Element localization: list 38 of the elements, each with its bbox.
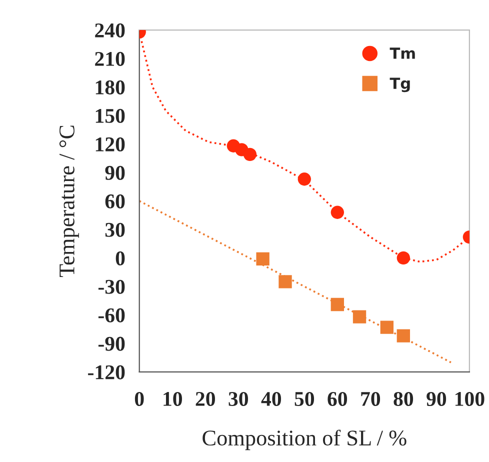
y-tick-label: 30	[105, 222, 125, 237]
point	[330, 206, 344, 219]
point	[243, 148, 257, 162]
x-axis-title: Composition of SL / %	[202, 430, 406, 450]
x-tick-label: 50	[294, 392, 314, 406]
legend-label: Tg	[390, 78, 410, 92]
point	[352, 310, 366, 324]
y-tick-label: -120	[88, 365, 125, 380]
x-tick-label: 80	[394, 392, 414, 406]
y-tick-label: -90	[98, 336, 125, 351]
point	[396, 329, 410, 342]
x-tick-label: 0	[134, 392, 144, 406]
point	[256, 252, 270, 266]
x-tick-label: 90	[426, 392, 446, 406]
y-tick-label: 210	[95, 52, 125, 66]
y-tick-label: -30	[98, 280, 125, 294]
y-tick-label: 0	[116, 251, 125, 266]
x-tick-label: 100	[455, 392, 484, 406]
point	[298, 172, 311, 186]
y-tick-label: 60	[105, 194, 125, 208]
y-tick-label: 150	[96, 108, 125, 123]
point	[380, 320, 394, 334]
y-tick-label: 240	[95, 23, 125, 38]
point	[330, 298, 344, 312]
y-tick-label: 180	[96, 80, 125, 94]
point	[278, 275, 292, 288]
x-tick-label: 70	[361, 392, 380, 406]
point	[396, 251, 410, 265]
x-tick-label: 60	[328, 392, 348, 406]
y-axis-title: Temperature / °C	[59, 126, 79, 278]
legend-label: Tm	[390, 48, 415, 59]
y-tick-label: 90	[105, 166, 125, 180]
x-tick-label: 30	[228, 392, 248, 406]
y-tick-label: 120	[96, 137, 125, 152]
x-tick-label: 20	[196, 392, 215, 406]
x-tick-label: 40	[261, 392, 282, 406]
x-tick-label: 10	[164, 392, 182, 406]
y-tick-label: -60	[98, 308, 125, 322]
